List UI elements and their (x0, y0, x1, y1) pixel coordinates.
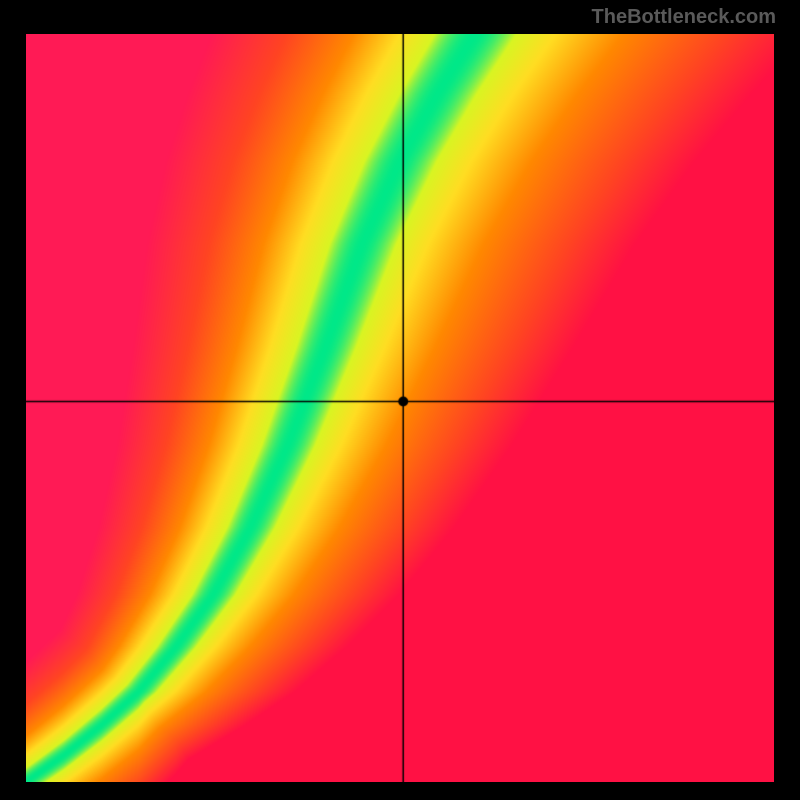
heatmap-canvas (26, 34, 774, 782)
attribution-label: TheBottleneck.com (592, 6, 776, 29)
chart-container: TheBottleneck.com (0, 0, 800, 800)
heatmap-plot (26, 34, 774, 782)
